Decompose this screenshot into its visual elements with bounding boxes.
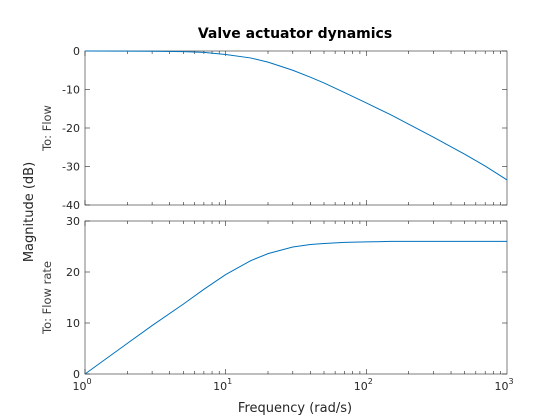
x-tick-label: 103 <box>494 377 513 393</box>
y-tick-label: 20 <box>66 266 80 279</box>
x-tick-label: 100 <box>72 377 91 393</box>
panel-label: To: Flow rate <box>40 261 54 335</box>
panel-frame <box>84 50 508 206</box>
chart-title: Valve actuator dynamics <box>198 26 392 42</box>
panel-2: 0 10 20 30 To: Flow rate <box>40 215 508 381</box>
y-tick-label: 0 <box>73 45 80 58</box>
series-line <box>84 50 508 181</box>
series-line <box>84 240 507 375</box>
panels: 0 -10 -20 -30 -40 To: Flow 0 10 20 30 To: Flow rat… <box>40 45 514 393</box>
y-axis-label: Magnitude (dB) <box>22 162 37 262</box>
panel-label: To: Flow <box>40 105 54 152</box>
panel-1: 0 -10 -20 -30 -40 To: Flow <box>40 45 508 212</box>
y-tick-label: 10 <box>66 317 80 330</box>
y-tick-label: -20 <box>62 122 80 135</box>
x-tick-label: 102 <box>354 377 373 393</box>
y-tick-label: -30 <box>62 161 80 174</box>
x-tick-label: 101 <box>213 377 232 393</box>
y-tick-label: 30 <box>66 215 80 228</box>
x-axis-label: Frequency (rad/s) <box>238 401 352 416</box>
y-tick-label: -40 <box>62 199 80 212</box>
y-tick-label: -10 <box>62 84 80 97</box>
y-tick-label: 0 <box>73 368 80 381</box>
panel-frame <box>84 220 508 375</box>
